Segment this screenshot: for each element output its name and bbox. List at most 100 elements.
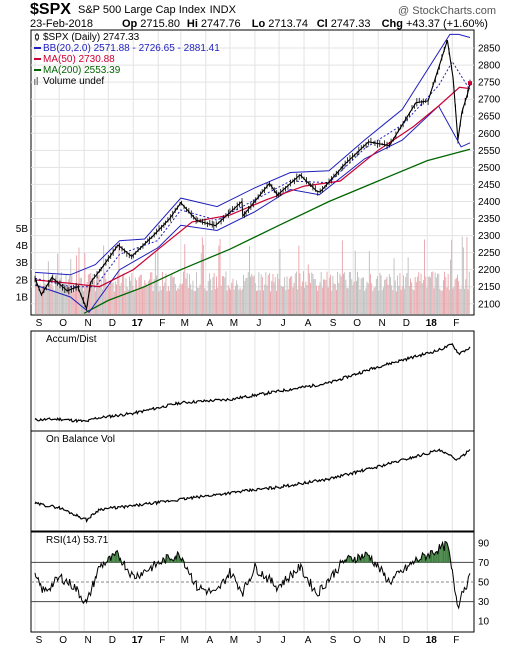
month-tick-label: M — [230, 318, 238, 329]
price-tick-label: 2600 — [478, 129, 501, 140]
volume-bar — [225, 271, 227, 314]
month-tick-label: S — [36, 635, 43, 646]
volume-bar — [257, 290, 259, 314]
volume-bar — [303, 271, 304, 314]
volume-bar — [227, 285, 229, 314]
month-tick-label: A — [305, 318, 312, 329]
volume-bar — [232, 278, 234, 314]
volume-bar — [461, 236, 463, 314]
volume-bar — [189, 274, 190, 314]
rsi-overbought-fill — [446, 542, 448, 563]
volume-bar — [433, 288, 435, 314]
rsi-overbought-fill — [442, 542, 445, 563]
volume-bar — [375, 278, 377, 314]
volume-bar — [173, 276, 175, 314]
volume-bar — [144, 280, 146, 314]
month-tick-label: 17 — [132, 318, 144, 329]
price-tick-label: 2500 — [478, 163, 501, 174]
volume-bar — [163, 286, 164, 314]
ohlc-lo-value: 2713.74 — [268, 18, 308, 30]
volume-bar — [96, 279, 97, 314]
exchange: INDX — [210, 4, 237, 16]
volume-bar — [79, 277, 81, 314]
volume-bar — [246, 277, 248, 314]
volume-bar — [387, 284, 389, 314]
volume-bar — [384, 279, 386, 314]
volume-bar — [220, 285, 222, 314]
rsi-overbought-fill — [177, 551, 179, 563]
volume-bar — [423, 280, 424, 314]
accum-dist-line — [34, 343, 471, 424]
rsi-overbought-fill — [430, 550, 433, 563]
volume-bar — [398, 285, 400, 314]
month-tick-label: S — [330, 318, 337, 329]
volume-bar — [212, 277, 214, 314]
volume-bar — [171, 274, 173, 314]
price-tick-label: 2350 — [478, 214, 501, 225]
volume-tick-label: 5B — [16, 224, 29, 235]
volume-bar — [410, 278, 411, 314]
ohlc-chg: Chg +43.37 (+1.60%) — [382, 18, 488, 30]
volume-bar — [394, 280, 396, 314]
volume-bar — [37, 284, 39, 314]
volume-bar — [271, 280, 273, 314]
volume-bar — [440, 290, 442, 314]
price-tick-label: 2750 — [478, 78, 501, 89]
volume-bar — [154, 250, 156, 314]
month-tick-label: N — [379, 318, 386, 329]
volume-bar — [223, 276, 224, 314]
volume-bar — [318, 285, 320, 314]
volume-bar — [363, 277, 364, 314]
volume-bar — [221, 276, 223, 314]
volume-bar — [39, 283, 41, 314]
volume-bar — [236, 280, 237, 314]
volume-bar — [413, 290, 415, 314]
rsi-overbought-fill — [115, 550, 118, 563]
volume-bar — [331, 290, 333, 314]
ohlc-lo: Lo 2713.74 — [252, 18, 308, 30]
volume-bar — [102, 289, 103, 314]
month-tick-label: F — [453, 635, 459, 646]
bars-icon — [34, 79, 36, 85]
month-tick-label: J — [281, 635, 286, 646]
volume-bar — [194, 291, 196, 314]
price-tick-label: 2400 — [478, 197, 501, 208]
volume-bar — [468, 271, 470, 314]
volume-bar — [110, 281, 112, 314]
month-tick-label: N — [85, 318, 92, 329]
volume-bar — [76, 255, 77, 314]
volume-bar — [467, 289, 469, 314]
volume-bar — [178, 288, 180, 314]
month-tick-label: D — [403, 635, 410, 646]
volume-bar — [293, 282, 295, 314]
volume-bar — [84, 253, 86, 314]
price-tick-label: 2650 — [478, 112, 501, 123]
price-tick-label: 2100 — [478, 299, 501, 310]
volume-bar — [418, 272, 420, 314]
price-y-axis: 2100 2150 2200 2250 2300 2350 2400 2450 2500 2550… — [478, 44, 501, 311]
volume-bar — [435, 277, 437, 314]
volume-bar — [428, 276, 430, 314]
volume-bar — [316, 285, 317, 314]
volume-bar — [388, 274, 390, 314]
volume-bar — [192, 280, 194, 314]
volume-bar — [51, 275, 53, 314]
legend-item: Volume undef — [34, 76, 104, 87]
volume-bar — [406, 272, 408, 314]
rsi-overbought-fill — [367, 554, 370, 563]
volume-bar — [130, 280, 132, 314]
volume-bar — [448, 289, 450, 314]
volume-bar — [458, 281, 460, 314]
volume-bar — [241, 288, 243, 314]
volume-bar — [373, 287, 375, 314]
month-tick-label: M — [181, 635, 189, 646]
bb-middle-line — [34, 60, 471, 288]
volume-bar — [60, 272, 62, 314]
volume-bar — [258, 272, 260, 314]
volume-bar — [187, 288, 189, 314]
volume-bar — [411, 282, 413, 314]
volume-bar — [36, 283, 38, 314]
volume-bar — [447, 274, 449, 314]
month-tick-label: J — [256, 635, 261, 646]
rsi-overbought-fill — [447, 543, 450, 563]
